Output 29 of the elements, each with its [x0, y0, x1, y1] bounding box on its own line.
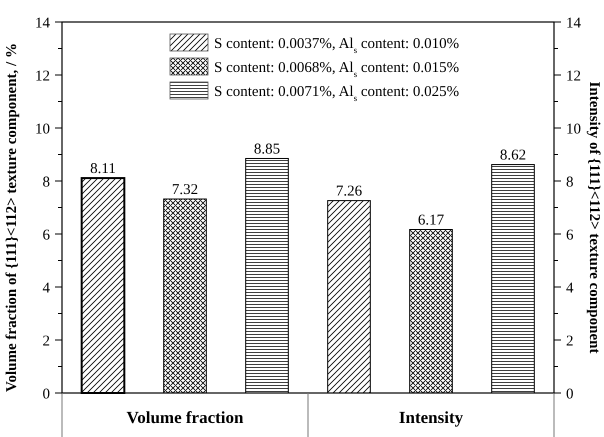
y2-tick-label: 14	[566, 15, 582, 32]
data-label: 8.85	[254, 141, 280, 158]
y-axis-title: Volume fraction of {111}<112> texture component, / %	[4, 43, 20, 392]
y-tick-label: 10	[35, 121, 50, 138]
y2-axis-title: Intensity of {111}<112> texture component	[586, 82, 602, 354]
y2-tick-label: 4	[566, 280, 574, 296]
y2-tick-label: 6	[566, 227, 574, 244]
y2-tick-label: 0	[566, 386, 574, 402]
x-tick-label: Volume fraction	[126, 408, 244, 427]
legend-label: S content: 0.0037%, Al$_{s}$ content: 0.010%	[214, 36, 460, 55]
y-tick-label: 0	[42, 386, 50, 402]
legend-label: S content: 0.0071%, Al$_{s}$ content: 0.025%	[214, 84, 460, 103]
legend-label: S content: 0.0068%, Al$_{s}$ content: 0.015%	[214, 60, 460, 79]
y-tick-label: 6	[42, 227, 50, 244]
y2-tick-label: 12	[566, 68, 581, 84]
y-tick-label: 4	[42, 280, 50, 296]
y2-tick-label: 2	[566, 333, 574, 350]
x-tick-label: Intensity	[398, 408, 464, 427]
y2-tick-label: 8	[566, 174, 574, 190]
y2-tick-label: 10	[566, 121, 581, 138]
data-label: 8.11	[90, 161, 116, 178]
y-tick-label: 2	[42, 333, 50, 350]
data-label: 7.26	[336, 184, 363, 200]
data-label: 7.32	[172, 182, 198, 198]
y-tick-label: 8	[42, 174, 50, 190]
y-tick-label: 12	[35, 68, 50, 84]
y-tick-label: 14	[35, 15, 50, 32]
data-label: 8.62	[500, 148, 526, 164]
data-label: 6.17	[418, 212, 445, 228]
